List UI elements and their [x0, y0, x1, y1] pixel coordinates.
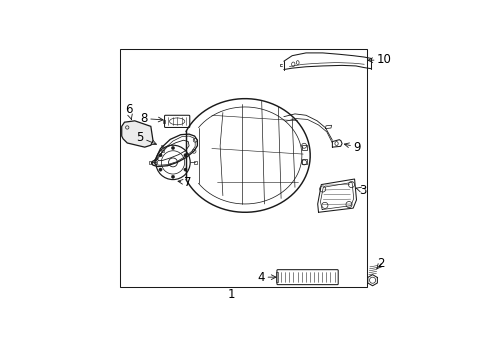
Bar	[275, 272, 277, 283]
Text: 3: 3	[355, 184, 366, 197]
Circle shape	[171, 147, 174, 150]
Text: 7: 7	[178, 176, 191, 189]
Text: 4: 4	[257, 271, 275, 284]
Text: 6: 6	[124, 103, 132, 120]
Text: 9: 9	[344, 141, 360, 154]
Text: 10: 10	[367, 53, 391, 66]
Polygon shape	[122, 121, 153, 147]
Circle shape	[183, 154, 187, 157]
Bar	[160, 145, 163, 147]
Bar	[301, 158, 307, 163]
Bar	[161, 150, 164, 152]
Bar	[120, 49, 366, 287]
Bar	[193, 161, 197, 164]
Text: 8: 8	[141, 112, 163, 125]
Circle shape	[171, 175, 174, 179]
Text: 2: 2	[376, 257, 384, 270]
Text: 1: 1	[227, 288, 234, 301]
Bar	[149, 161, 152, 164]
Circle shape	[159, 168, 162, 171]
Circle shape	[183, 168, 187, 171]
Bar	[163, 120, 165, 123]
Text: 5: 5	[136, 131, 156, 145]
Circle shape	[159, 154, 162, 157]
Bar	[301, 145, 307, 150]
